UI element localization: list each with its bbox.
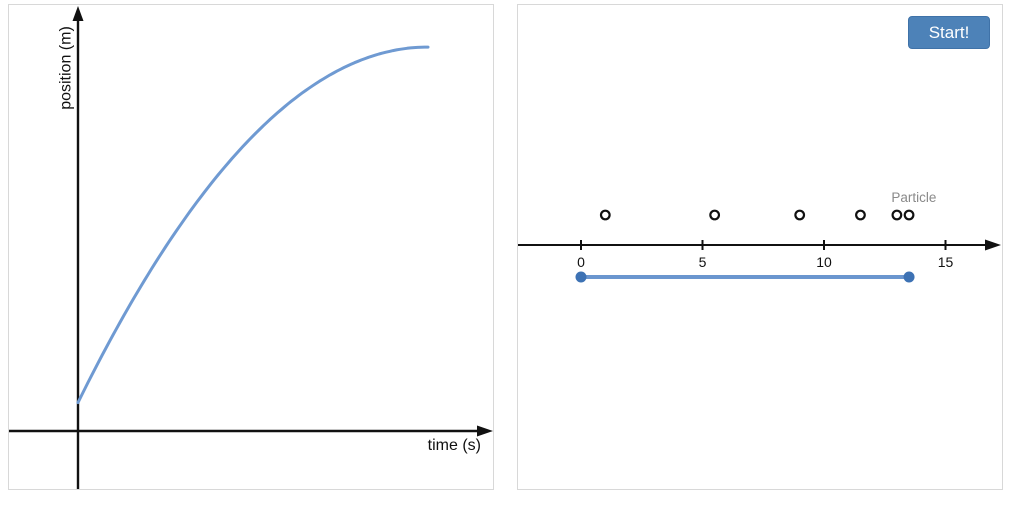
segment-end-handle[interactable] bbox=[903, 271, 915, 283]
particle-marker bbox=[794, 209, 806, 221]
particle-marker bbox=[855, 209, 866, 221]
tick-label: 10 bbox=[816, 254, 832, 270]
y-axis-arrow-icon bbox=[72, 6, 84, 21]
tick-label: 5 bbox=[699, 254, 707, 270]
position-time-curve bbox=[76, 45, 430, 405]
start-button[interactable]: Start! bbox=[908, 16, 990, 49]
particle-marker bbox=[599, 209, 611, 221]
simulation-panel: 0 5 10 15 Particle Start! bbox=[517, 4, 1003, 490]
number-line-arrow-icon bbox=[985, 239, 1001, 251]
tick-label: 0 bbox=[577, 254, 585, 270]
particle-label: Particle bbox=[891, 190, 936, 205]
particle-number-line: 0 5 10 15 Particle bbox=[518, 190, 1001, 283]
position-time-graph-panel: position (m) time (s) bbox=[8, 4, 494, 490]
position-time-chart bbox=[9, 6, 493, 489]
y-axis-label: position (m) bbox=[57, 26, 75, 110]
tick-label: 15 bbox=[938, 254, 954, 270]
particle-marker bbox=[903, 209, 915, 221]
x-axis-arrow-icon bbox=[477, 425, 493, 437]
particle-marker bbox=[709, 209, 721, 221]
segment-start-handle[interactable] bbox=[575, 271, 587, 283]
particle-marker bbox=[891, 209, 903, 221]
x-axis-label: time (s) bbox=[427, 437, 481, 454]
